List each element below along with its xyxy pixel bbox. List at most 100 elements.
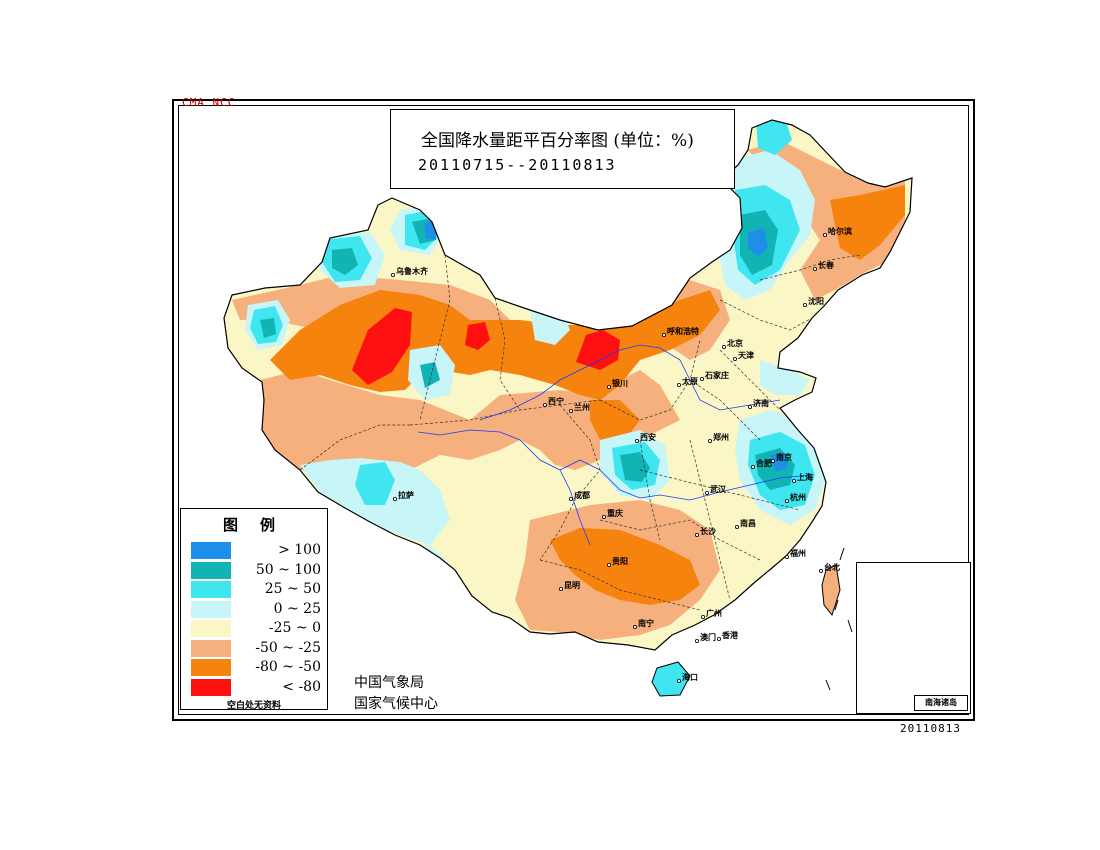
city-marker (705, 490, 710, 495)
city-label: 台北 (824, 563, 840, 572)
org-line2: 国家气候中心 (354, 696, 438, 712)
city-label: 北京 (727, 339, 743, 348)
city-marker (717, 637, 722, 642)
city-label: 香港 (722, 631, 738, 640)
city-marker (708, 438, 713, 443)
cma-ncc-tag: CMA NCC (182, 96, 236, 109)
south-china-sea-inset: 南海诸岛 (856, 562, 971, 714)
city-marker (785, 498, 790, 503)
city-label: 南昌 (740, 519, 756, 528)
date-range: 20110715--20110813 (418, 156, 617, 174)
city-marker (813, 266, 818, 271)
city-label: 澳门 (700, 633, 716, 642)
city-marker (543, 402, 548, 407)
city-label: 南宁 (638, 619, 654, 628)
legend-swatch (191, 600, 231, 618)
city-marker (823, 232, 828, 237)
city-marker (735, 525, 740, 530)
title-box: 全国降水量距平百分率图 (单位：%) 20110715--20110813 (390, 109, 735, 189)
city-label: 南京 (776, 453, 792, 462)
legend-row: -50 ~ -25 (191, 639, 325, 658)
city-marker (392, 496, 397, 501)
city-marker (819, 569, 824, 574)
city-marker (662, 332, 667, 337)
map-outer-frame (172, 99, 975, 721)
legend-row: -25 ~ 0 (191, 619, 325, 638)
city-label: 呼和浩特 (667, 327, 699, 336)
date-stamp: 20110813 (900, 722, 961, 735)
city-label: 沈阳 (808, 297, 824, 306)
map-title: 全国降水量距平百分率图 (单位：%) (421, 131, 694, 151)
legend-label: -80 ~ -50 (255, 659, 321, 675)
city-marker (733, 356, 738, 361)
legend-label: 50 ~ 100 (255, 561, 321, 578)
city-label: 太原 (682, 377, 698, 386)
map-inner-frame (178, 105, 969, 715)
city-label: 兰州 (574, 403, 590, 412)
city-marker (695, 533, 700, 538)
city-label: 石家庄 (705, 371, 729, 380)
legend-swatch (191, 542, 231, 559)
city-label: 银川 (612, 379, 628, 388)
city-marker (607, 563, 612, 568)
city-marker (607, 384, 612, 389)
city-marker (695, 639, 700, 644)
city-label: 长春 (818, 261, 834, 270)
legend-row: 0 ~ 25 (191, 600, 325, 619)
city-marker (701, 615, 706, 620)
legend-row: < -80 (191, 678, 325, 697)
city-label: 上海 (797, 473, 813, 482)
city-marker (803, 302, 808, 307)
legend-label: 25 ~ 50 (264, 581, 321, 597)
city-label: 合肥 (756, 459, 772, 468)
city-label: 广州 (706, 609, 722, 618)
city-label: 拉萨 (398, 491, 414, 500)
legend: 图例 > 100 50 ~ 100 25 ~ 50 0 ~ 25 -25 ~ 0 -50 … (180, 508, 328, 711)
legend-swatch (191, 659, 231, 676)
city-label: 昆明 (564, 581, 580, 590)
city-marker (700, 376, 705, 381)
legend-row: 25 ~ 50 (191, 580, 325, 599)
city-marker (602, 515, 607, 520)
legend-row: > 100 (191, 541, 325, 560)
city-marker (677, 679, 682, 684)
legend-title: 图例 (223, 516, 298, 534)
legend-label: -50 ~ -25 (255, 639, 321, 656)
city-marker (633, 625, 638, 630)
city-marker (635, 438, 640, 443)
city-marker (792, 478, 797, 483)
legend-label: < -80 (282, 678, 321, 695)
legend-swatch (191, 620, 231, 637)
legend-label: -25 ~ 0 (268, 620, 321, 636)
city-label: 重庆 (607, 509, 623, 518)
city-marker (559, 587, 564, 592)
city-marker (569, 496, 574, 501)
legend-label: > 100 (278, 542, 321, 558)
city-label: 哈尔滨 (828, 227, 852, 236)
legend-label: 0 ~ 25 (273, 600, 321, 617)
city-marker (677, 382, 682, 387)
legend-row: 50 ~ 100 (191, 561, 325, 580)
city-label: 西安 (640, 433, 656, 442)
city-label: 天津 (738, 351, 754, 360)
city-label: 海口 (682, 673, 698, 682)
city-label: 长沙 (700, 527, 716, 536)
city-label: 郑州 (713, 433, 729, 442)
city-label: 西宁 (548, 397, 564, 406)
legend-note: 空白处无资料 (226, 701, 281, 711)
city-marker (751, 464, 756, 469)
city-label: 武汉 (710, 485, 726, 494)
legend-swatch (191, 639, 231, 657)
city-label: 济南 (753, 399, 769, 408)
city-label: 乌鲁木齐 (396, 267, 428, 276)
city-marker (390, 272, 395, 277)
city-marker (722, 344, 727, 349)
inset-label: 南海诸岛 (914, 695, 968, 711)
city-label: 贵阳 (612, 557, 628, 566)
city-label: 成都 (574, 491, 590, 500)
org-line1: 中国气象局 (354, 675, 424, 691)
city-label: 杭州 (790, 493, 806, 502)
city-markers (390, 232, 828, 684)
city-marker (771, 458, 776, 463)
